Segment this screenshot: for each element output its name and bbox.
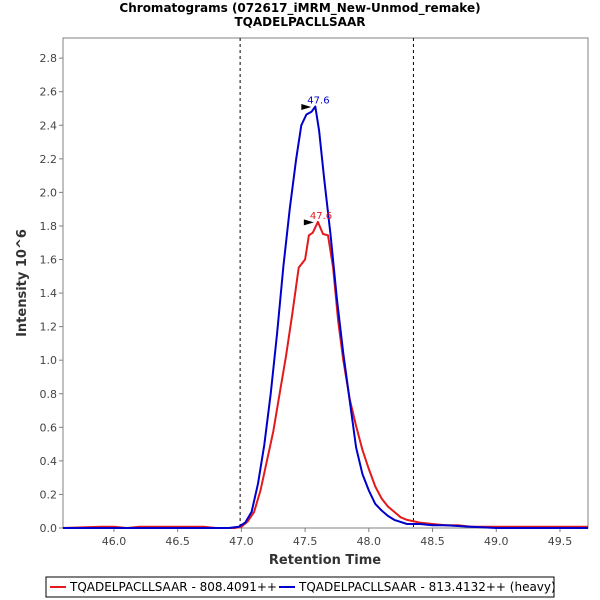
chart-title: Chromatograms (072617_iMRM_New-Unmod_rem… (119, 1, 480, 16)
x-tick-label: 49.0 (484, 535, 509, 548)
legend-box (45, 576, 555, 598)
x-axis-label: Retention Time (269, 553, 381, 568)
legend-entry-heavy: TQADELPACLLSAAR - 813.4132++ (heavy) (298, 580, 556, 594)
y-tick-label: 0.0 (40, 522, 58, 535)
chart-subtitle: TQADELPACLLSAAR (234, 15, 365, 29)
x-tick-label: 47.5 (293, 535, 318, 548)
y-tick-label: 2.0 (40, 186, 58, 199)
x-tick-label: 46.5 (165, 535, 190, 548)
x-tick-label: 48.0 (357, 535, 382, 548)
x-tick-label: 49.5 (548, 535, 573, 548)
y-tick-label: 1.4 (40, 287, 58, 300)
peak-marker-arrow (301, 103, 312, 110)
peak-rt-label: 47.6 (307, 95, 329, 106)
y-axis-label: Intensity 10^6 (15, 229, 30, 337)
peak-marker-arrow (303, 219, 314, 226)
y-tick-label: 0.4 (40, 455, 58, 468)
y-tick-label: 0.6 (40, 421, 58, 434)
y-tick-label: 1.6 (40, 254, 58, 267)
x-tick-label: 47.0 (229, 535, 254, 548)
y-tick-label: 2.6 (40, 86, 58, 99)
series-line-heavy (63, 105, 588, 529)
plot-area (62, 37, 589, 529)
y-tick-label: 0.2 (40, 488, 58, 501)
y-tick-label: 1.0 (40, 354, 58, 367)
y-tick-label: 1.8 (40, 220, 58, 233)
y-tick-label: 2.8 (40, 52, 58, 65)
x-tick-label: 48.5 (420, 535, 445, 548)
peak-rt-label: 47.6 (310, 211, 332, 222)
y-tick-label: 1.2 (40, 321, 58, 334)
legend-entry-light: TQADELPACLLSAAR - 808.4091++ (69, 580, 277, 594)
x-tick-label: 46.0 (102, 535, 127, 548)
y-tick-label: 2.4 (40, 119, 58, 132)
y-tick-label: 2.2 (40, 153, 58, 166)
y-tick-label: 0.8 (40, 388, 58, 401)
